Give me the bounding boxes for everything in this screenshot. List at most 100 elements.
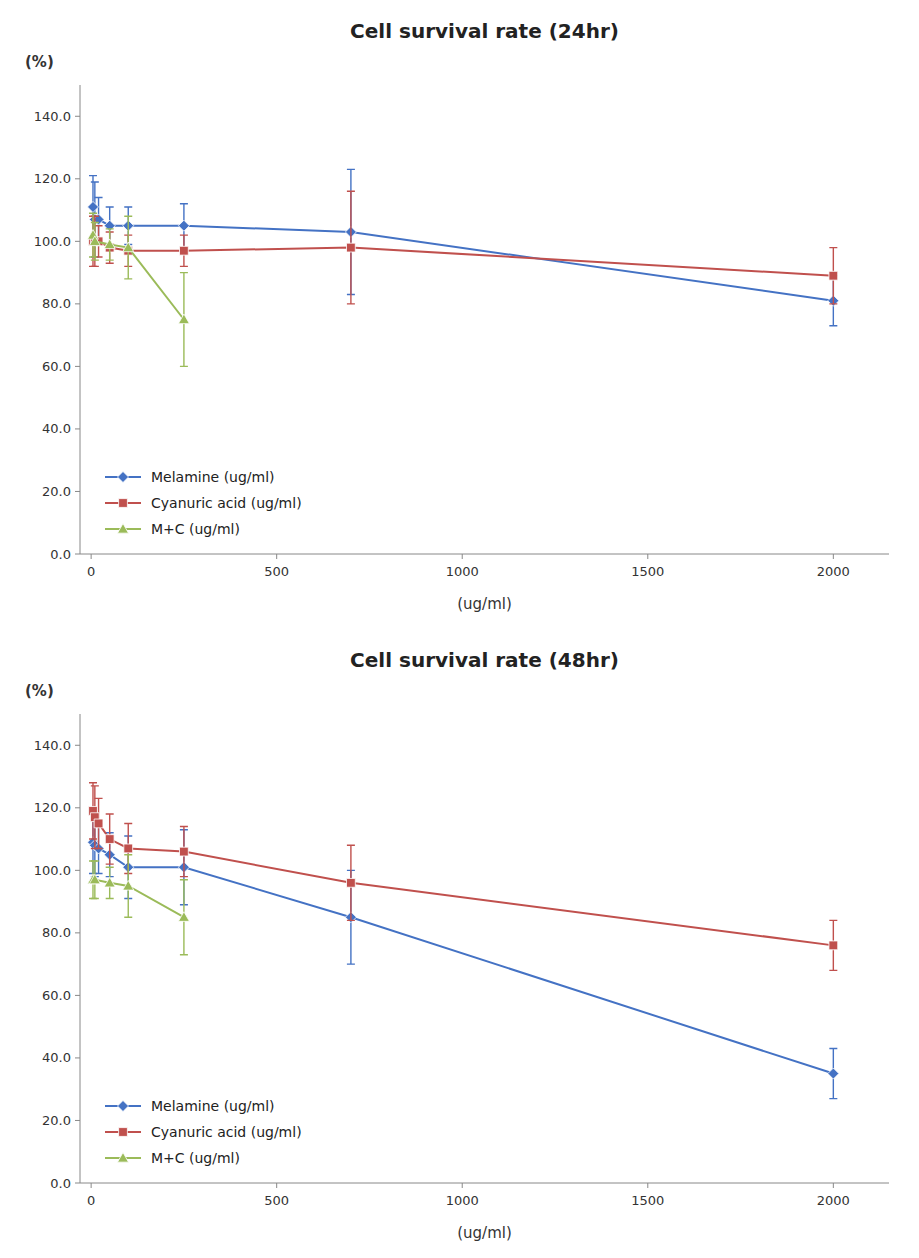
- y-tick: [75, 1120, 80, 1121]
- point: [178, 314, 189, 324]
- y-tick: [75, 303, 80, 304]
- y-tick-label: 140.0: [34, 738, 71, 753]
- x-tick-label: 0: [87, 1193, 95, 1208]
- y-axis-line: [80, 714, 81, 1183]
- legend-marker: [118, 1153, 129, 1163]
- figure: Cell survival rate (24hr) (%) (ug/ml) 0.0 20…: [0, 0, 919, 1258]
- y-tick-label: 40.0: [42, 1050, 71, 1065]
- x-tick: [833, 1183, 834, 1188]
- y-tick: [75, 241, 80, 242]
- legend-marker: [118, 1101, 129, 1112]
- point: [123, 880, 134, 890]
- series-line: [93, 235, 184, 319]
- x-tick: [276, 554, 277, 559]
- legend-label: Melamine (ug/ml): [151, 1098, 275, 1114]
- point: [124, 844, 133, 853]
- point: [94, 819, 103, 828]
- x-tick-label: 1000: [446, 1193, 479, 1208]
- error-bar: [347, 191, 355, 304]
- error-bar: [89, 783, 97, 839]
- y-tick: [75, 366, 80, 367]
- x-tick: [647, 554, 648, 559]
- x-tick-label: 2000: [817, 1193, 850, 1208]
- point: [104, 877, 115, 887]
- y-tick-label: 20.0: [42, 484, 71, 499]
- point: [89, 236, 100, 246]
- legend: Melamine (ug/ml)Cyanuric acid (ug/ml)M+C…: [105, 469, 302, 537]
- x-tick: [91, 554, 92, 559]
- y-tick: [75, 745, 80, 746]
- title: Cell survival rate (24hr): [350, 19, 619, 43]
- point: [829, 941, 838, 950]
- point: [347, 243, 356, 252]
- y-tick-label: 120.0: [34, 800, 71, 815]
- point: [829, 271, 838, 280]
- y-tick-label: 120.0: [34, 171, 71, 186]
- x-label: (ug/ml): [457, 1224, 512, 1242]
- y-tick-label: 80.0: [42, 296, 71, 311]
- x-tick: [462, 1183, 463, 1188]
- x-tick: [833, 554, 834, 559]
- point: [347, 878, 356, 887]
- series: [89, 783, 838, 971]
- y-tick: [75, 428, 80, 429]
- y-tick: [75, 1057, 80, 1058]
- y-tick-label: 60.0: [42, 359, 71, 374]
- x-tick-label: 500: [264, 1193, 289, 1208]
- y-tick: [75, 870, 80, 871]
- y-tick: [75, 1183, 80, 1184]
- point: [87, 230, 98, 240]
- legend: Melamine (ug/ml)Cyanuric acid (ug/ml)M+C…: [105, 1098, 302, 1166]
- y-tick: [75, 995, 80, 996]
- error-bar: [180, 235, 188, 266]
- x-label: (ug/ml): [457, 595, 512, 613]
- x-tick-label: 1500: [631, 1193, 664, 1208]
- y-tick: [75, 491, 80, 492]
- y-tick-label: 20.0: [42, 1113, 71, 1128]
- error-bar: [180, 827, 188, 877]
- legend-label: M+C (ug/ml): [151, 521, 240, 537]
- legend-label: M+C (ug/ml): [151, 1150, 240, 1166]
- y-tick-label: 80.0: [42, 925, 71, 940]
- error-bar: [106, 814, 114, 864]
- point: [104, 239, 115, 249]
- x-tick: [462, 554, 463, 559]
- point: [180, 847, 189, 856]
- point: [87, 201, 98, 212]
- x-tick-label: 0: [87, 564, 95, 579]
- y-label: (%): [25, 682, 54, 700]
- y-tick-label: 0.0: [50, 1176, 71, 1191]
- legend-marker: [119, 499, 128, 508]
- series-line: [93, 811, 833, 945]
- x-tick: [276, 1183, 277, 1188]
- error-bar: [91, 786, 99, 849]
- y-tick-label: 0.0: [50, 547, 71, 562]
- series-line: [93, 842, 833, 1073]
- error-bar: [347, 845, 355, 920]
- y-tick-label: 100.0: [34, 234, 71, 249]
- legend-marker: [119, 1128, 128, 1137]
- plot-area: [87, 783, 838, 1099]
- x-tick: [91, 1183, 92, 1188]
- title: Cell survival rate (48hr): [350, 648, 619, 672]
- series: [87, 855, 189, 955]
- legend-marker: [118, 472, 129, 483]
- point: [178, 220, 189, 231]
- point: [123, 242, 134, 252]
- point: [178, 912, 189, 922]
- x-tick-label: 1000: [446, 564, 479, 579]
- point: [180, 246, 189, 255]
- y-tick-label: 140.0: [34, 109, 71, 124]
- y-tick: [75, 116, 80, 117]
- x-tick-label: 1500: [631, 564, 664, 579]
- error-bar: [829, 248, 837, 304]
- panel: Cell survival rate (24hr)(%)(ug/ml)0.020…: [25, 19, 889, 613]
- series: [87, 169, 838, 325]
- panel: Cell survival rate (48hr) (%) (ug/ml) 0.0 20…: [25, 648, 889, 1242]
- y-tick: [75, 932, 80, 933]
- y-tick: [75, 807, 80, 808]
- x-tick-label: 2000: [817, 564, 850, 579]
- point: [828, 1068, 839, 1079]
- series-line: [93, 241, 833, 275]
- legend-marker: [118, 524, 129, 534]
